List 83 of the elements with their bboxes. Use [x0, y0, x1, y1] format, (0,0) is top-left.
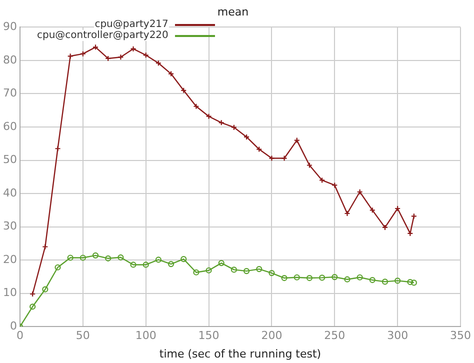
point [42, 244, 48, 250]
point [105, 55, 112, 62]
x-axis-title: time (sec of the running test) [159, 347, 322, 360]
point [67, 254, 74, 261]
point [105, 255, 112, 262]
point [42, 286, 48, 292]
point [268, 270, 275, 276]
x-tick-label: 250 [324, 329, 346, 342]
point [382, 278, 388, 285]
y-tick-label: 0 [10, 319, 17, 332]
point [30, 304, 36, 310]
x-tick-label: 150 [198, 329, 220, 342]
point [268, 155, 275, 162]
point [168, 70, 174, 77]
point [130, 262, 136, 268]
point [142, 262, 149, 268]
legend-label: cpu@party217 [94, 19, 170, 30]
y-tick-label: 30 [2, 220, 17, 233]
point [206, 267, 212, 274]
y-tick-label: 40 [2, 186, 17, 200]
point [356, 188, 363, 195]
point [118, 254, 124, 260]
y-tick-label: 70 [2, 86, 17, 100]
y-tick-label: 80 [2, 53, 17, 66]
point [382, 224, 388, 231]
point [193, 269, 200, 276]
legend-label: cpu@controller@party220 [36, 30, 170, 41]
point [344, 276, 350, 282]
point [344, 210, 350, 217]
y-tick-label: 60 [2, 120, 17, 133]
point [218, 120, 224, 126]
point [80, 50, 86, 57]
point [80, 254, 86, 261]
point [319, 274, 326, 281]
point [281, 274, 288, 282]
point [319, 177, 326, 184]
x-tick-label: 300 [387, 329, 408, 342]
point [180, 87, 187, 94]
y-tick-label: 50 [2, 153, 17, 166]
point [306, 274, 313, 282]
point [407, 278, 414, 286]
point [243, 134, 250, 140]
point [54, 264, 61, 270]
point [193, 103, 200, 110]
point [256, 266, 262, 272]
point [394, 205, 401, 212]
x-tick-label: 50 [76, 329, 90, 342]
point [332, 274, 338, 280]
point [54, 146, 61, 152]
point [206, 113, 212, 120]
x-tick-label: 350 [450, 329, 471, 342]
point [230, 124, 238, 130]
point [306, 162, 313, 168]
point [168, 261, 174, 268]
point [394, 278, 401, 284]
point [155, 256, 162, 263]
x-tick-label: 100 [135, 329, 156, 342]
point [332, 182, 338, 188]
point [180, 256, 187, 262]
point [369, 207, 376, 214]
y-tick-label: 20 [2, 252, 17, 266]
point [369, 276, 376, 284]
point [294, 137, 300, 144]
point [230, 266, 238, 273]
point [410, 280, 417, 286]
y-tick-label: 90 [2, 20, 17, 34]
point [142, 52, 149, 58]
point [294, 274, 300, 280]
point [118, 54, 124, 60]
point [256, 146, 262, 152]
point [92, 252, 99, 258]
point [281, 155, 288, 162]
point [243, 268, 250, 274]
point [67, 53, 74, 60]
chart-title: mean [217, 5, 249, 18]
point [407, 230, 414, 237]
point [218, 260, 224, 266]
point [356, 274, 363, 280]
point [92, 44, 99, 50]
point [130, 46, 136, 52]
point [155, 60, 162, 66]
x-tick-label: 200 [261, 329, 282, 342]
y-tick-label: 10 [2, 286, 17, 300]
